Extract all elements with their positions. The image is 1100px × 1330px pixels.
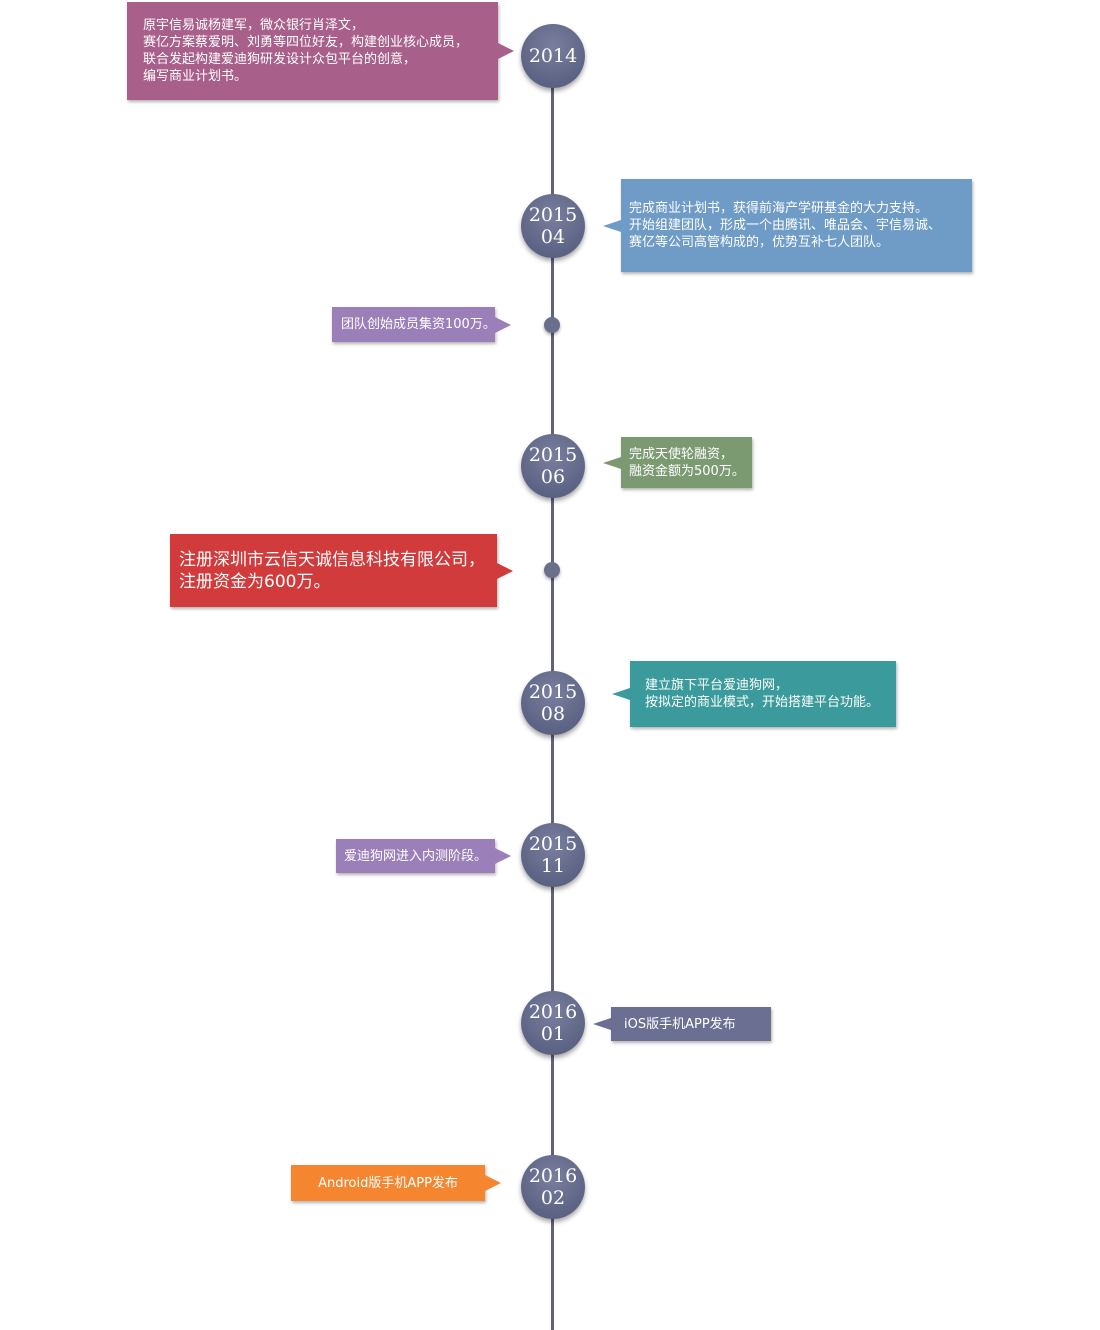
milestone-node-2015-04: 2015 04: [521, 194, 585, 258]
milestone-callout-2015-04: 完成商业计划书，获得前海产学研基金的大力支持。 开始组建团队，形成一个由腾讯、唯…: [603, 179, 972, 272]
callout-line: 注册深圳市云信天诚信息科技有限公司，: [179, 549, 485, 570]
milestone-node-2016-01: 2016 01: [521, 991, 585, 1055]
milestone-callout-2015-11: 爱迪狗网进入内测阶段。: [336, 839, 511, 873]
callout-line: iOS版手机APP发布: [624, 1016, 736, 1032]
node-month: 01: [540, 1023, 566, 1045]
callout-line: 团队创始成员集资100万。: [341, 317, 496, 332]
milestone-node-2015-11: 2015 11: [521, 823, 585, 887]
milestone-callout-2015-06: 完成天使轮融资， 融资金额为500万。: [603, 437, 752, 488]
milestone-node-2016-02: 2016 02: [521, 1155, 585, 1219]
callout-line: 赛亿方案蔡爱明、刘勇等四位好友，构建创业核心成员，: [143, 35, 469, 50]
callout-line: 编写商业计划书。: [143, 69, 248, 84]
callout-line: 建立旗下平台爱迪狗网，: [645, 678, 789, 693]
node-year: 2015: [528, 444, 578, 466]
callout-line: 开始组建团队，形成一个由腾讯、唯品会、宇信易诚、: [629, 218, 942, 233]
milestone-node-2015-06: 2015 06: [521, 434, 585, 498]
callout-line: 赛亿等公司高管构成的，优势互补七人团队。: [629, 235, 890, 250]
milestone-callout-2016-01: iOS版手机APP发布: [593, 1007, 771, 1041]
callout-line: 完成天使轮融资，: [629, 446, 734, 462]
node-year: 2016: [528, 1165, 578, 1187]
node-year: 2015: [528, 833, 578, 855]
callout-line: 原宇信易诚杨建军，微众银行肖泽文，: [143, 18, 365, 33]
node-month: 11: [540, 855, 566, 877]
milestone-node-2014: 2014: [521, 24, 585, 88]
milestone-node-2015-08: 2015 08: [521, 671, 585, 735]
node-month: 08: [540, 703, 566, 725]
callout-line: 按拟定的商业模式，开始搭建平台功能。: [645, 695, 880, 710]
callout-line: 爱迪狗网进入内测阶段。: [344, 848, 488, 864]
milestone-callout-2016-02: Android版手机APP发布: [291, 1165, 501, 1201]
milestone-callout-registration: 注册深圳市云信天诚信息科技有限公司， 注册资金为600万。: [170, 534, 513, 607]
node-year: 2015: [528, 204, 578, 226]
callout-line: 融资金额为500万。: [629, 463, 745, 479]
node-year: 2014: [528, 45, 578, 67]
milestone-dot-registration: [544, 562, 560, 578]
node-month: 04: [540, 226, 566, 248]
node-year: 2016: [528, 1001, 578, 1023]
callout-line: 注册资金为600万。: [179, 571, 331, 592]
milestone-callout-2015-08: 建立旗下平台爱迪狗网， 按拟定的商业模式，开始搭建平台功能。: [612, 661, 896, 727]
milestone-dot-funding: [544, 317, 560, 333]
callout-line: 联合发起构建爱迪狗研发设计众包平台的创意，: [143, 52, 417, 67]
milestone-callout-funding: 团队创始成员集资100万。: [332, 307, 511, 342]
callout-line: 完成商业计划书，获得前海产学研基金的大力支持。: [629, 201, 929, 216]
callout-line: Android版手机APP发布: [318, 1175, 458, 1191]
node-year: 2015: [528, 681, 578, 703]
node-month: 06: [540, 466, 566, 488]
milestone-callout-2014: 原宇信易诚杨建军，微众银行肖泽文， 赛亿方案蔡爱明、刘勇等四位好友，构建创业核心…: [127, 2, 514, 100]
node-month: 02: [540, 1187, 566, 1209]
